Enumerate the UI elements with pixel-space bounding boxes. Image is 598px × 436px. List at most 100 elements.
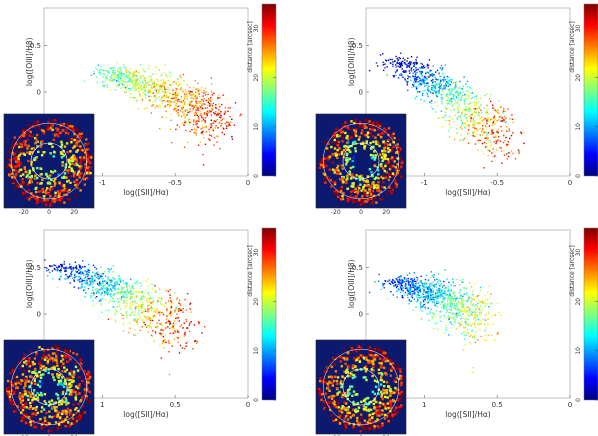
data-point xyxy=(176,297,179,299)
inset-pixel xyxy=(352,129,356,132)
data-point xyxy=(486,134,488,136)
data-point xyxy=(181,91,184,93)
data-point xyxy=(437,83,439,86)
data-point xyxy=(430,297,432,299)
data-point xyxy=(159,314,161,316)
data-point xyxy=(209,99,212,101)
data-point xyxy=(120,285,123,288)
data-point xyxy=(431,73,434,75)
data-point xyxy=(239,114,241,117)
data-point xyxy=(135,87,137,89)
inset-pixel xyxy=(66,407,69,410)
data-point xyxy=(107,291,109,294)
data-point xyxy=(169,294,171,296)
data-point xyxy=(98,273,100,276)
data-point xyxy=(169,289,171,291)
inset-pixel xyxy=(83,173,86,176)
data-point xyxy=(426,286,428,288)
data-point xyxy=(440,84,443,86)
inset-pixel xyxy=(45,172,48,176)
data-point xyxy=(481,120,483,122)
inset-pixel xyxy=(341,179,344,182)
data-point xyxy=(96,283,99,285)
inset-pixel xyxy=(31,363,34,366)
data-point xyxy=(474,131,476,133)
data-point xyxy=(105,299,107,301)
data-point xyxy=(493,120,495,123)
inset-pixel xyxy=(344,121,347,124)
inset-pixel xyxy=(54,177,57,181)
data-point xyxy=(412,281,414,283)
inset-pixel xyxy=(29,419,32,422)
inset-pixel xyxy=(19,399,23,402)
inset-pixel xyxy=(24,403,27,406)
data-point xyxy=(142,303,144,306)
data-point xyxy=(150,86,152,89)
inset-pixel xyxy=(60,145,63,148)
data-point xyxy=(476,114,478,116)
data-point xyxy=(400,52,402,54)
inset-pixel xyxy=(388,173,392,177)
inset-pixel xyxy=(28,385,31,389)
inset-pixel xyxy=(355,174,358,177)
data-point xyxy=(447,108,449,110)
data-point xyxy=(486,120,488,122)
inset-pixel xyxy=(6,164,9,167)
data-point xyxy=(470,97,473,100)
data-point xyxy=(426,77,428,80)
inset-pixel xyxy=(351,185,355,188)
inset-pixel xyxy=(335,172,339,175)
data-point xyxy=(49,271,51,274)
data-point xyxy=(106,282,109,284)
data-point xyxy=(147,285,149,287)
data-point xyxy=(212,102,215,105)
scatter-points xyxy=(83,62,242,166)
data-point xyxy=(197,120,199,122)
data-point xyxy=(418,284,420,286)
data-point xyxy=(427,71,429,74)
inset-pixel xyxy=(43,198,46,202)
data-point xyxy=(110,68,112,70)
data-point xyxy=(187,110,190,112)
data-point xyxy=(93,72,95,75)
inset-tick-label: 20 xyxy=(70,209,78,216)
data-point xyxy=(162,336,164,338)
data-point xyxy=(124,67,127,69)
data-point xyxy=(474,331,477,333)
data-point xyxy=(125,68,128,70)
data-point xyxy=(119,279,122,281)
inset-pixel xyxy=(363,145,366,148)
data-point xyxy=(75,275,77,277)
inset-pixel xyxy=(25,406,28,409)
inset-pixel xyxy=(400,160,404,164)
data-point xyxy=(182,307,184,310)
data-point xyxy=(219,125,222,127)
data-point xyxy=(484,94,486,97)
data-point xyxy=(217,97,219,100)
inset-pixel xyxy=(388,175,392,179)
inset-pixel xyxy=(74,184,77,187)
data-point xyxy=(177,105,180,107)
data-point xyxy=(158,319,160,322)
data-point xyxy=(199,105,201,107)
data-point xyxy=(484,137,486,140)
data-point xyxy=(443,288,445,290)
data-point xyxy=(470,325,472,327)
data-point xyxy=(422,293,424,295)
inset-pixel xyxy=(377,128,380,131)
inset-pixel xyxy=(39,173,42,176)
data-point xyxy=(450,317,452,319)
data-point xyxy=(92,286,94,288)
data-point xyxy=(448,120,451,122)
data-point xyxy=(436,105,439,107)
inset-pixel xyxy=(384,146,387,150)
data-point xyxy=(445,312,447,314)
data-point xyxy=(471,92,474,94)
data-point xyxy=(472,133,474,135)
inset-pixel xyxy=(56,375,59,378)
data-point xyxy=(496,141,498,143)
inset-pixel xyxy=(60,364,63,368)
inset-pixel xyxy=(73,419,76,422)
data-point xyxy=(404,78,406,80)
data-point xyxy=(410,70,413,72)
